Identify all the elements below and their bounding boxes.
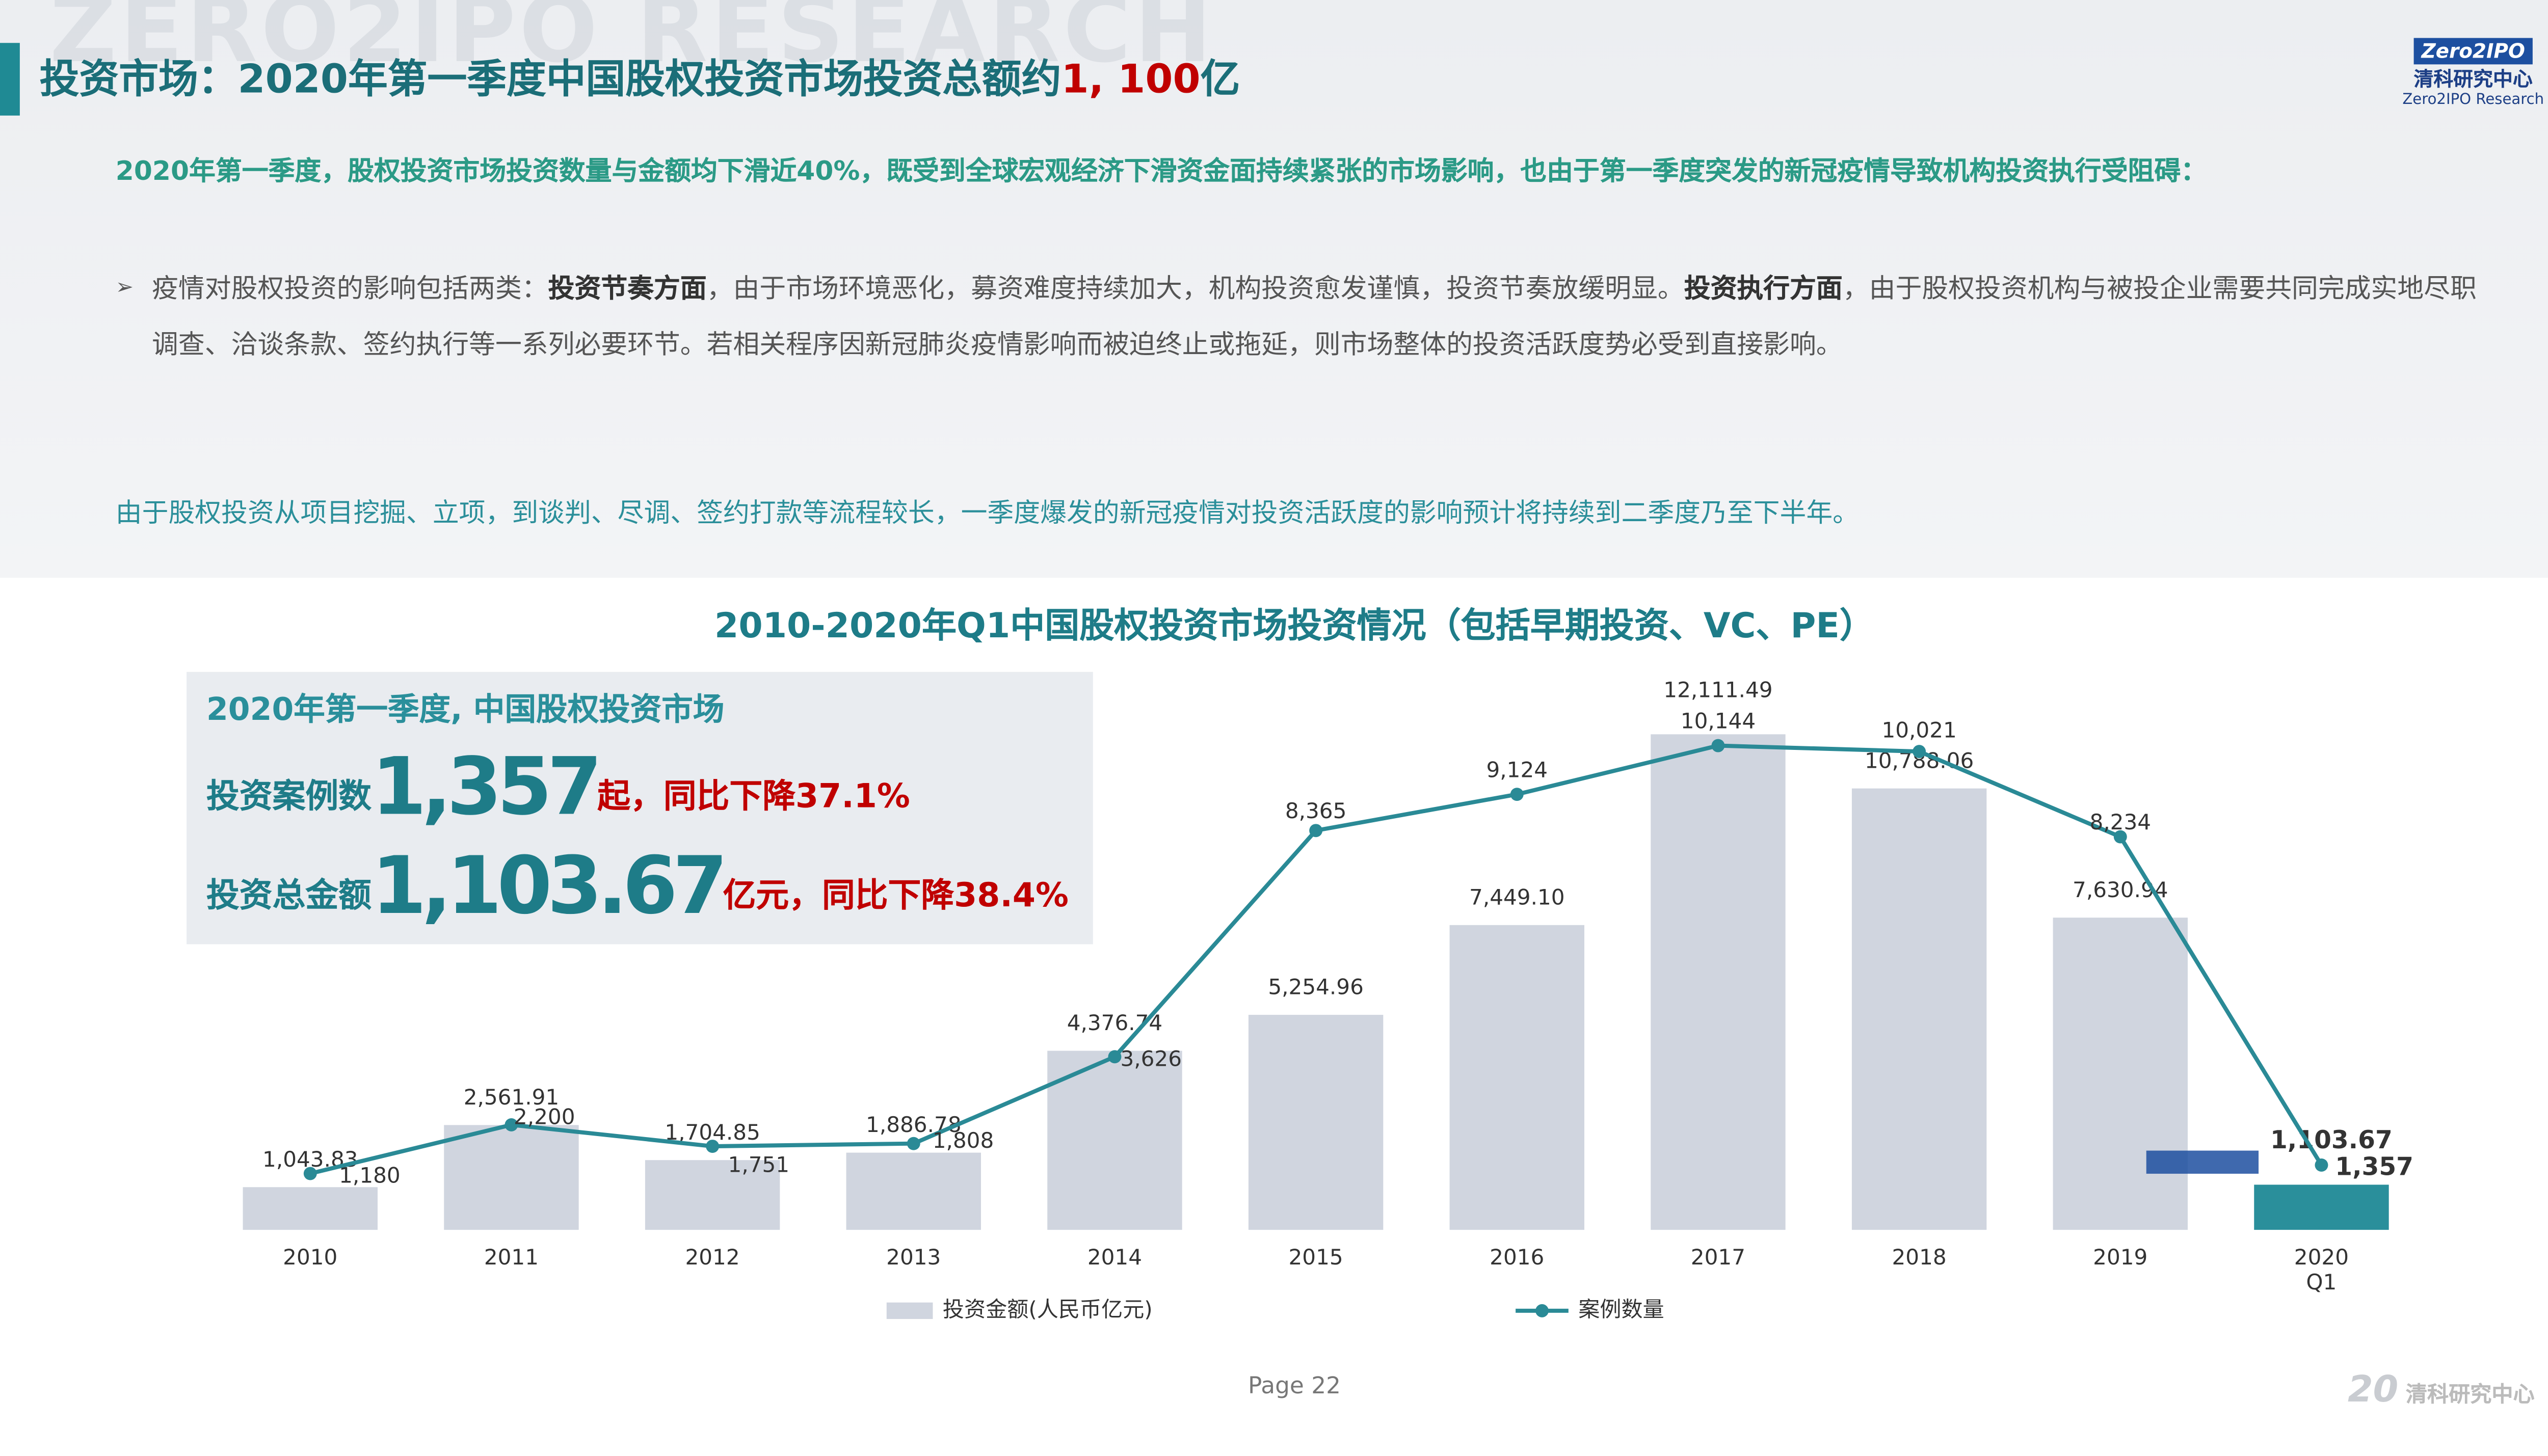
line-value-label: 9,124 xyxy=(1487,757,1548,782)
text: ，由于股权投资机构与被投企业需要共同完成实地尽职调查、洽谈条款、签约执行等一系列… xyxy=(152,272,2477,360)
x-tick-label: 2012 xyxy=(685,1246,740,1272)
logo-watermark xyxy=(2146,1150,2259,1174)
x-tick-label: 2014 xyxy=(1087,1246,1143,1272)
summary-row: 投资总金额1,103.67亿元，同比下降38.4% xyxy=(206,840,1069,932)
bar xyxy=(2053,918,2188,1230)
logo-sub: Zero2IPO Research xyxy=(2402,92,2544,109)
brand-number: 20 xyxy=(2347,1370,2399,1412)
line-point xyxy=(1108,1050,1122,1064)
line-value-label: 1,180 xyxy=(339,1163,401,1188)
line-point xyxy=(2113,830,2127,844)
line-value-label: 8,234 xyxy=(2090,810,2152,834)
legend-swatch xyxy=(1535,1304,1549,1317)
x-tick-label: 2015 xyxy=(1288,1246,1343,1272)
bar xyxy=(1651,734,1786,1230)
logo-mark: Zero2IPO xyxy=(2413,38,2534,65)
line-point xyxy=(1913,745,1926,759)
bullet-marker: ➢ xyxy=(115,276,134,301)
line-value-label: 2,200 xyxy=(514,1104,575,1129)
bar xyxy=(645,1160,780,1230)
bar xyxy=(1248,1015,1384,1230)
bar-value-label: 7,449.10 xyxy=(1469,884,1565,909)
page-number: Page 22 xyxy=(1248,1373,1341,1400)
bar xyxy=(846,1152,981,1230)
x-tick-label: 2016 xyxy=(1490,1246,1545,1272)
line-point xyxy=(1510,788,1524,801)
line-point xyxy=(706,1140,720,1153)
bar-value-label: 12,111.49 xyxy=(1663,678,1772,703)
bold-text: 投资节奏方面 xyxy=(548,272,707,304)
line-point xyxy=(907,1137,920,1150)
x-tick-label: 2017 xyxy=(1690,1246,1746,1272)
brand-name: 清科研究中心 xyxy=(2405,1383,2535,1409)
bar xyxy=(444,1125,579,1230)
x-tick-label: 2020 Q1 xyxy=(2294,1246,2349,1296)
header-background xyxy=(0,0,2548,578)
text: ，由于市场环境恶化，募资难度持续加大，机构投资愈发谨慎，投资节奏放缓明显。 xyxy=(706,272,1684,304)
line-point xyxy=(1309,824,1323,838)
logo-name: 清科研究中心 xyxy=(2413,67,2533,91)
bar xyxy=(243,1187,378,1230)
x-tick-label: 2011 xyxy=(484,1246,539,1272)
line-value-label: 1,751 xyxy=(728,1152,790,1177)
legend-swatch xyxy=(886,1302,933,1319)
summary-unit: 亿元， xyxy=(723,875,822,915)
title-text: 投资市场：2020年第一季度中国股权投资市场投资总额约 xyxy=(39,56,1061,102)
bold-text: 投资执行方面 xyxy=(1684,272,1843,304)
title-accent xyxy=(0,43,20,116)
legend-label: 投资金额(人民币亿元) xyxy=(943,1297,1153,1322)
summary-heading: 2020年第一季度, 中国股权投资市场 xyxy=(206,691,725,729)
summary-change: 同比下降37.1% xyxy=(663,775,910,816)
summary-label: 投资案例数 xyxy=(206,775,371,816)
line-point xyxy=(303,1167,317,1180)
legend-label: 案例数量 xyxy=(1578,1297,1664,1322)
slide-title: 投资市场：2020年第一季度中国股权投资市场投资总额约1, 100亿 xyxy=(40,46,1240,104)
brand: 20 清科研究中心 xyxy=(2348,1370,2535,1412)
summary-change: 同比下降38.4% xyxy=(821,875,1069,915)
bar-value-label: 4,376.74 xyxy=(1067,1010,1163,1035)
logo: Zero2IPO 清科研究中心 Zero2IPO Research xyxy=(2397,33,2548,109)
bar xyxy=(1047,1050,1182,1230)
watermark: ZERO2IPO RESEARCH xyxy=(49,0,1215,85)
line-value-label: 1,808 xyxy=(933,1128,994,1153)
bar xyxy=(1851,788,1987,1230)
line-value-label: 3,626 xyxy=(1120,1046,1182,1071)
x-tick-label: 2010 xyxy=(283,1246,338,1272)
chart-title: 2010-2020年Q1中国股权投资市场投资情况（包括早期投资、VC、PE） xyxy=(714,606,1874,645)
text: 疫情对股权投资的影响包括两类： xyxy=(152,272,548,304)
title-highlight: 1, 100 xyxy=(1061,56,1201,102)
line-point xyxy=(505,1118,518,1131)
summary-row: 投资案例数1,357起，同比下降37.1% xyxy=(206,741,910,833)
closing-paragraph: 由于股权投资从项目挖掘、立项，到谈判、尽调、签约打款等流程较长，一季度爆发的新冠… xyxy=(115,497,1860,528)
line-value-label: 10,144 xyxy=(1681,709,1756,734)
bar-value-label: 2,561.91 xyxy=(464,1085,560,1110)
summary-box: 2020年第一季度, 中国股权投资市场 投资案例数1,357起，同比下降37.1… xyxy=(187,671,1093,945)
x-tick-label: 2019 xyxy=(2093,1246,2148,1272)
x-tick-label: 2018 xyxy=(1892,1246,1947,1272)
x-tick-label: 2013 xyxy=(886,1246,941,1272)
line-value-label: 8,365 xyxy=(1285,798,1347,823)
bar xyxy=(2254,1184,2389,1230)
line-value-label: 10,021 xyxy=(1881,718,1956,743)
bar xyxy=(1449,925,1585,1230)
summary-number: 1,357 xyxy=(371,741,602,834)
bullet-paragraph: ➢ 疫情对股权投资的影响包括两类：投资节奏方面，由于市场环境恶化，募资难度持续加大… xyxy=(116,261,2493,373)
title-text: 亿 xyxy=(1200,56,1240,102)
bar-value-label: 5,254.96 xyxy=(1268,975,1364,1000)
bar-value-label: 1,103.67 xyxy=(2270,1126,2393,1154)
line-value-label: 1,357 xyxy=(2335,1152,2413,1181)
line-point xyxy=(1711,739,1725,752)
summary-unit: 起， xyxy=(597,775,663,816)
intro-paragraph: 2020年第一季度，股权投资市场投资数量与金额均下滑近40%，既受到全球宏观经济… xyxy=(115,155,2208,187)
summary-number: 1,103.67 xyxy=(371,840,728,933)
line-point xyxy=(2315,1158,2328,1172)
summary-label: 投资总金额 xyxy=(206,875,371,915)
bar-value-label: 1,886.78 xyxy=(866,1112,962,1137)
